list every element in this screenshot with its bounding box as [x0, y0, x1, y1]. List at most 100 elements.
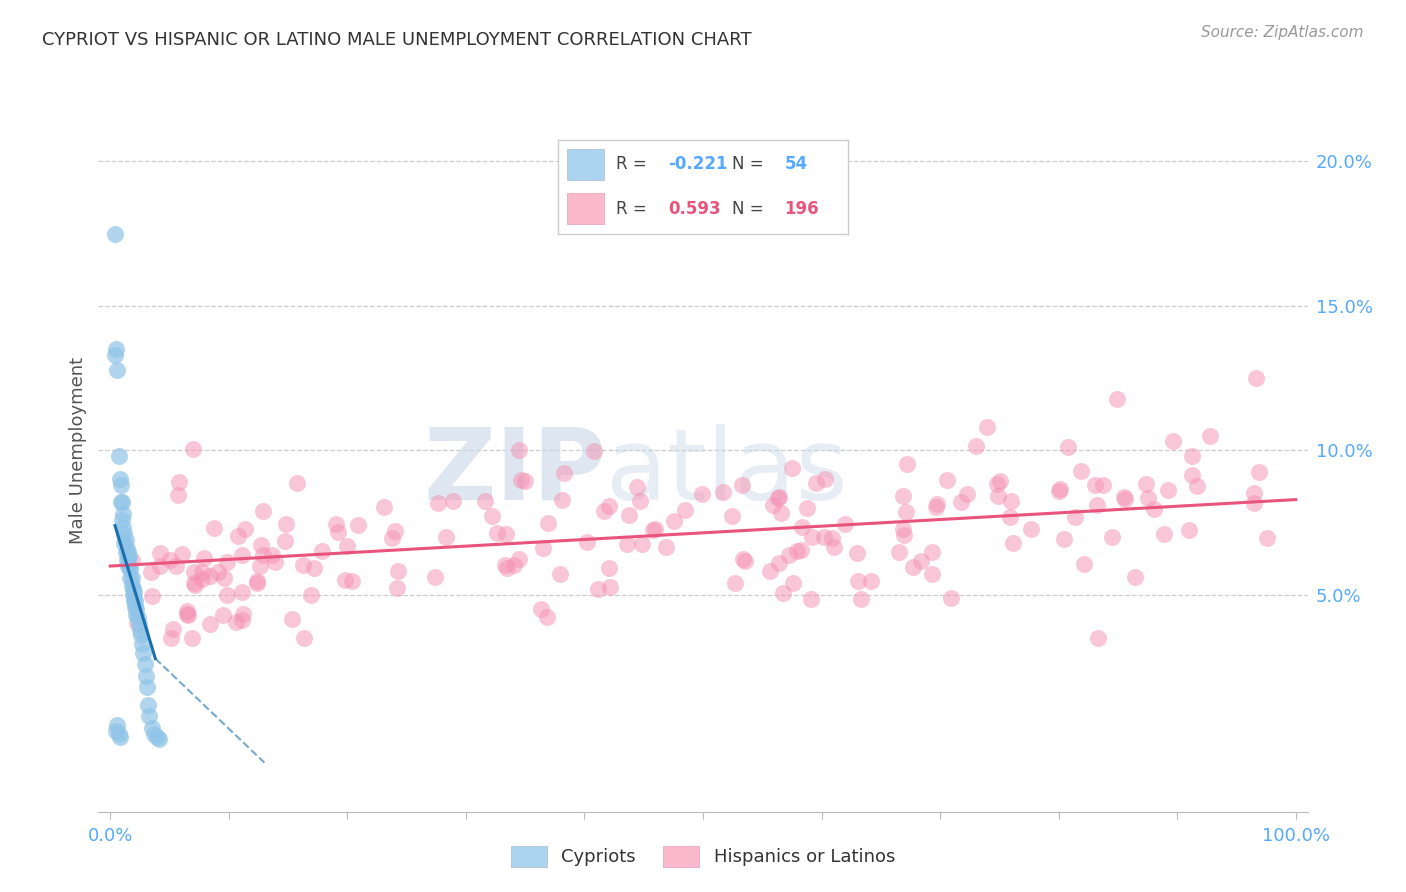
Point — [1087, 632, 1109, 646]
Point — [772, 586, 794, 600]
Point — [910, 554, 932, 568]
Point — [125, 602, 148, 616]
Point — [1243, 496, 1265, 510]
Point — [598, 561, 620, 575]
Point — [1181, 468, 1204, 483]
Point — [114, 536, 136, 550]
Point — [159, 553, 181, 567]
Point — [233, 522, 256, 536]
Point — [1143, 501, 1166, 516]
Point — [381, 532, 404, 546]
Point — [496, 561, 519, 575]
Point — [443, 493, 465, 508]
Point — [207, 565, 229, 579]
Point — [1000, 493, 1022, 508]
Point — [690, 487, 713, 501]
Point — [311, 544, 333, 558]
Point — [1185, 479, 1208, 493]
Point — [495, 527, 517, 541]
Point — [122, 593, 145, 607]
Point — [896, 505, 918, 519]
Point — [800, 530, 823, 544]
Point — [138, 709, 160, 723]
Point — [949, 495, 972, 509]
Point — [299, 588, 322, 602]
Point — [136, 698, 159, 712]
Point — [107, 727, 129, 741]
Point — [724, 576, 747, 591]
Point — [1135, 477, 1157, 491]
Point — [121, 588, 143, 602]
Point — [896, 458, 918, 472]
Point — [120, 571, 142, 585]
Point — [165, 559, 187, 574]
Point — [232, 607, 254, 621]
Point — [675, 502, 697, 516]
Point — [582, 443, 605, 458]
Point — [921, 566, 943, 581]
Point — [121, 582, 143, 597]
Point — [117, 544, 139, 558]
Point — [548, 567, 571, 582]
Text: ZIP: ZIP — [423, 424, 606, 521]
Point — [553, 466, 575, 480]
Text: atlas: atlas — [606, 424, 848, 521]
Point — [481, 509, 503, 524]
Point — [127, 611, 149, 625]
Text: CYPRIOT VS HISPANIC OR LATINO MALE UNEMPLOYMENT CORRELATION CHART: CYPRIOT VS HISPANIC OR LATINO MALE UNEMP… — [42, 31, 752, 49]
Point — [149, 546, 172, 560]
Point — [988, 474, 1011, 488]
Point — [385, 581, 408, 595]
Point — [1000, 509, 1022, 524]
Point — [181, 632, 204, 646]
Point — [813, 530, 835, 544]
Point — [118, 559, 141, 574]
Point — [786, 543, 808, 558]
Point — [903, 560, 925, 574]
Point — [711, 484, 734, 499]
Point — [965, 440, 987, 454]
Point — [117, 550, 139, 565]
Point — [823, 540, 845, 554]
Point — [111, 495, 134, 509]
Point — [792, 519, 814, 533]
Point — [1047, 484, 1070, 499]
Point — [1256, 531, 1278, 545]
Point — [212, 607, 235, 622]
Point — [114, 533, 136, 547]
Point — [191, 565, 214, 579]
Point — [104, 227, 127, 241]
Point — [434, 530, 457, 544]
Point — [162, 623, 184, 637]
Point — [531, 541, 554, 555]
Point — [121, 571, 143, 585]
Point — [1019, 522, 1042, 536]
Point — [166, 488, 188, 502]
Text: Source: ZipAtlas.com: Source: ZipAtlas.com — [1201, 25, 1364, 40]
Point — [115, 553, 138, 567]
Point — [537, 516, 560, 531]
Point — [1153, 526, 1175, 541]
Y-axis label: Male Unemployment: Male Unemployment — [69, 357, 87, 544]
Point — [1114, 491, 1136, 506]
Point — [105, 362, 128, 376]
Point — [105, 343, 128, 357]
Point — [176, 607, 198, 621]
Point — [762, 498, 785, 512]
Point — [821, 531, 844, 545]
Point — [530, 601, 553, 615]
Point — [118, 550, 141, 565]
Point — [108, 730, 131, 744]
Point — [721, 508, 744, 523]
Point — [1249, 465, 1271, 479]
Point — [1178, 523, 1201, 537]
Point — [141, 721, 163, 735]
Point — [111, 513, 134, 527]
Point — [423, 569, 446, 583]
Point — [246, 576, 269, 591]
Point — [782, 575, 804, 590]
Point — [474, 494, 496, 508]
Point — [935, 473, 957, 487]
Point — [160, 632, 183, 646]
Point — [107, 449, 129, 463]
